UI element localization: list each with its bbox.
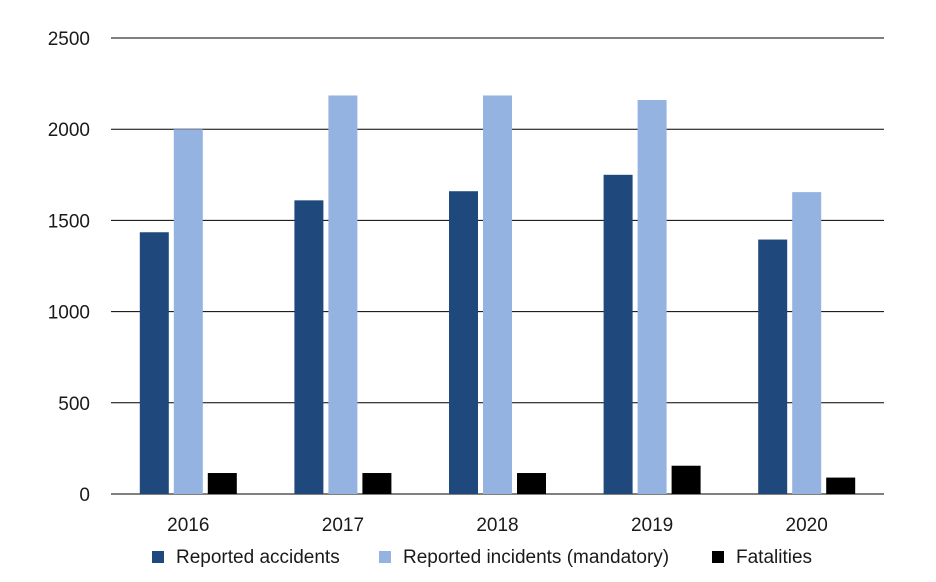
bar-fatalities-2017 xyxy=(362,473,392,494)
bar-reported-incidents-mandatory-2017 xyxy=(328,95,358,495)
bar-reported-accidents-2016 xyxy=(139,232,169,495)
y-tick-label: 1000 xyxy=(48,303,90,324)
bar-reported-accidents-2018 xyxy=(449,191,478,494)
bar-reported-incidents-mandatory-2018 xyxy=(483,95,512,495)
legend-swatch xyxy=(152,551,164,563)
bar-fatalities-2020 xyxy=(826,477,856,494)
y-tick-label: 0 xyxy=(79,485,90,506)
legend-label: Reported accidents xyxy=(176,547,340,568)
bar-reported-accidents-2020 xyxy=(758,239,788,494)
legend-swatch xyxy=(712,551,724,563)
legend-item: Fatalities xyxy=(712,547,812,568)
bars xyxy=(139,95,856,495)
bar-fatalities-2016 xyxy=(207,473,237,494)
legend-label: Reported incidents (mandatory) xyxy=(403,547,669,568)
y-axis-ticks: 0 500 1000 1500 2000 2500 xyxy=(48,29,90,506)
x-tick-label: 2020 xyxy=(786,515,828,536)
legend-item: Reported incidents (mandatory) xyxy=(379,547,669,568)
bar-reported-accidents-2017 xyxy=(294,200,324,494)
bar-reported-incidents-mandatory-2020 xyxy=(792,192,822,495)
x-tick-label: 2019 xyxy=(631,515,673,536)
bar-reported-incidents-mandatory-2019 xyxy=(637,100,667,495)
bar-reported-incidents-mandatory-2016 xyxy=(173,129,203,494)
y-tick-label: 2500 xyxy=(48,29,90,50)
x-tick-label: 2017 xyxy=(322,515,364,536)
y-tick-label: 2000 xyxy=(48,120,90,141)
legend: Reported accidents Reported incidents (ma… xyxy=(152,547,812,568)
x-tick-label: 2018 xyxy=(476,515,518,536)
legend-item: Reported accidents xyxy=(152,547,340,568)
x-axis-ticks: 2016 2017 2018 2019 2020 xyxy=(167,515,828,536)
x-tick-label: 2016 xyxy=(167,515,209,536)
bar-fatalities-2018 xyxy=(517,473,546,494)
legend-swatch xyxy=(379,551,391,563)
legend-label: Fatalities xyxy=(736,547,812,568)
y-tick-label: 1500 xyxy=(48,211,90,232)
y-tick-label: 500 xyxy=(58,394,90,415)
bar-fatalities-2019 xyxy=(671,465,701,494)
bar-reported-accidents-2019 xyxy=(603,174,633,495)
